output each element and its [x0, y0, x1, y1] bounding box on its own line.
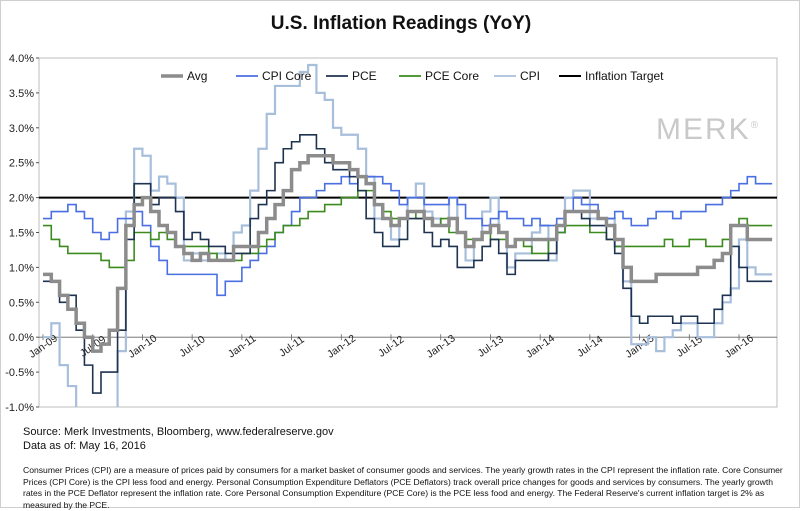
source-line: Source: Merk Investments, Bloomberg, www… — [23, 426, 334, 438]
legend-label-cpi-core: CPI Core — [262, 69, 312, 83]
series-group — [43, 63, 773, 407]
footnote: Consumer Prices (CPI) are a measure of p… — [23, 465, 783, 510]
y-tick-label: 1.0% — [9, 262, 34, 274]
y-tick-label: -1.0% — [5, 402, 34, 414]
y-tick-label: 2.0% — [9, 193, 34, 205]
y-tick-label: 2.5% — [9, 158, 34, 170]
y-tick-label: 1.5% — [9, 228, 34, 240]
series-line-avg — [43, 153, 773, 353]
x-axis: Jan-09 Jul-09 Jan-10 Jul-10 Jan-11 Jul-11 Jan-… — [27, 332, 756, 360]
y-tick-label: 3.5% — [9, 88, 34, 100]
logo-text: MERK — [656, 113, 751, 146]
y-tick-label: 0.5% — [9, 297, 34, 309]
legend-label-inflation-target: Inflation Target — [585, 69, 664, 83]
source-block: Source: Merk Investments, Bloomberg, www… — [23, 425, 334, 453]
legend-label-pce: PCE — [352, 69, 377, 83]
merk-logo: MERK® — [656, 113, 760, 147]
y-tick-label: 0.0% — [9, 332, 34, 344]
inflation-chart: 4.0% 3.5% 3.0% 2.5% 2.0% 1.5% 1.0% 0.5% 0.0% -0.5… — [5, 53, 778, 414]
y-tick-label: 4.0% — [9, 53, 34, 65]
legend-label-avg: Avg — [187, 69, 207, 83]
series-line-cpi — [43, 63, 773, 407]
chart-title: U.S. Inflation Readings (YoY) — [270, 13, 532, 34]
legend-label-pce-core: PCE Core — [425, 69, 479, 83]
y-tick-label: 3.0% — [9, 123, 34, 135]
series-line-pce — [43, 133, 773, 394]
data-date: Data as of: May 16, 2016 — [23, 440, 146, 452]
registered-mark: ® — [750, 120, 761, 131]
legend: Avg CPI Core PCE PCE Core CPI Inflation Targe… — [161, 69, 664, 83]
series-line-cpi-core — [43, 175, 773, 297]
y-tick-label: -0.5% — [5, 367, 34, 379]
legend-label-cpi: CPI — [520, 69, 540, 83]
